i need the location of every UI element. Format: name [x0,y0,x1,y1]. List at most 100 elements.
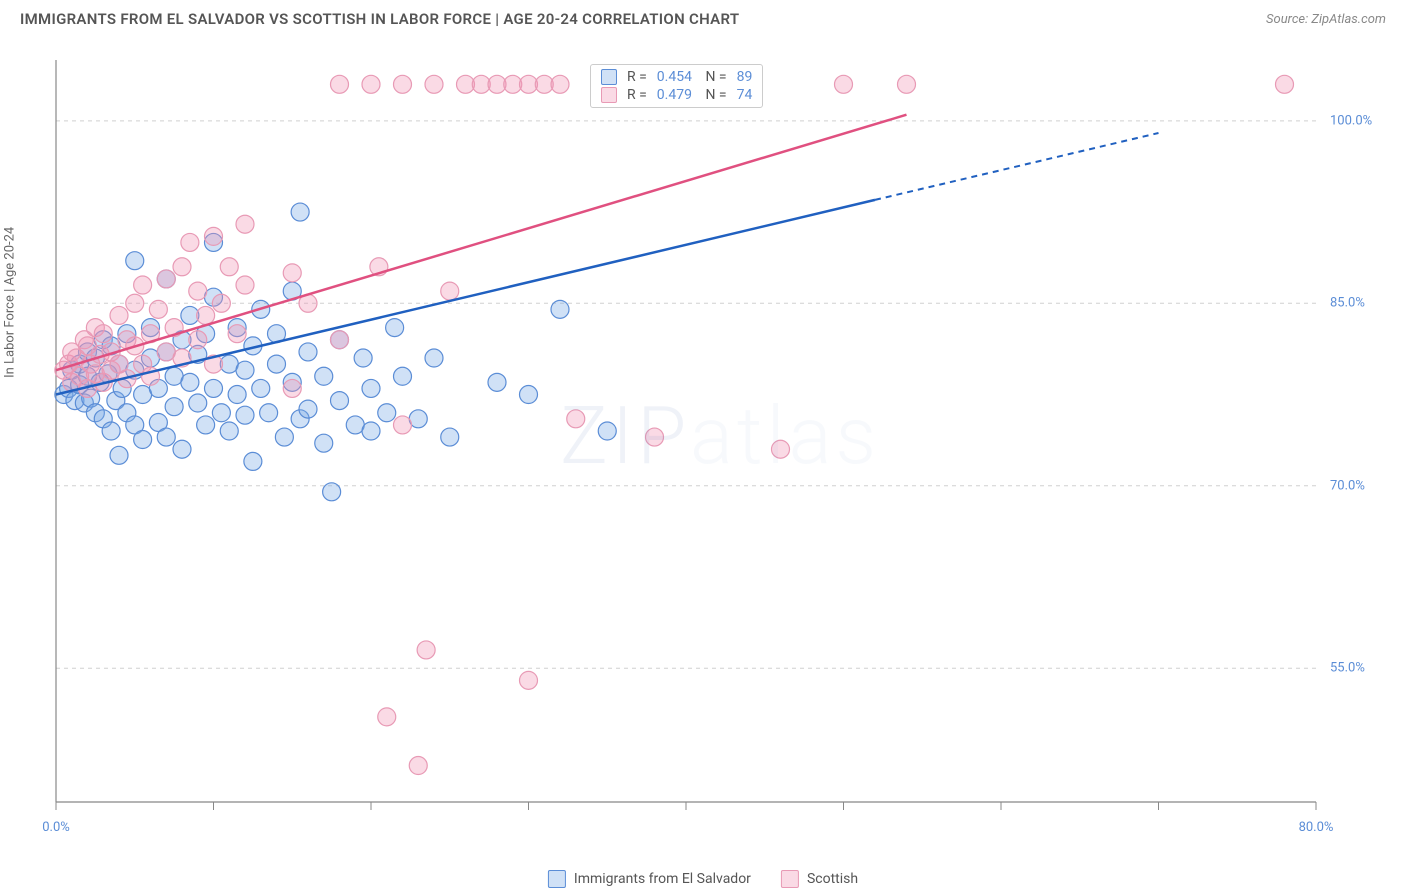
data-point [323,483,341,501]
data-point [275,428,293,446]
data-point [220,422,238,440]
data-point [165,398,183,416]
data-point [772,440,790,458]
data-point [315,367,333,385]
correlation-stats-box: R =0.454 N =89R =0.479 N =74 [590,64,763,108]
data-point [157,428,175,446]
data-point [102,422,120,440]
data-point [1276,75,1294,93]
y-tick-label: 55.0% [1330,661,1365,676]
data-point [488,373,506,391]
data-point [291,203,309,221]
data-point [394,367,412,385]
series-swatch [781,870,799,888]
data-point [299,343,317,361]
data-point [520,671,538,689]
data-point [236,406,254,424]
data-point [898,75,916,93]
stat-n-value: 74 [737,87,753,103]
data-point [212,404,230,422]
stats-row: R =0.454 N =89 [601,69,752,85]
data-point [212,294,230,312]
data-point [315,434,333,452]
data-point [197,416,215,434]
data-point [236,276,254,294]
chart-title: IMMIGRANTS FROM EL SALVADOR VS SCOTTISH … [20,10,739,28]
stat-label: R = [627,69,647,85]
data-point [205,379,223,397]
data-point [126,294,144,312]
data-point [409,757,427,775]
y-axis-label: In Labor Force | Age 20-24 [3,227,18,378]
stat-r-value: 0.479 [657,87,692,103]
data-point [189,394,207,412]
data-point [220,258,238,276]
legend-item: Scottish [781,870,858,888]
data-point [425,349,443,367]
data-point [331,392,349,410]
data-point [425,75,443,93]
series-swatch [601,87,617,103]
data-point [228,386,246,404]
data-point [567,410,585,428]
series-swatch [601,69,617,85]
data-point [520,386,538,404]
data-point [551,300,569,318]
trend-line-extrapolated [875,133,1159,200]
data-point [173,440,191,458]
data-point [268,355,286,373]
data-point [283,264,301,282]
data-point [354,349,372,367]
x-tick-label: 0.0% [42,820,70,835]
y-tick-label: 70.0% [1330,478,1365,493]
data-point [646,428,664,446]
data-point [110,306,128,324]
data-point [362,379,380,397]
series-swatch [548,870,566,888]
data-point [394,75,412,93]
data-point [362,422,380,440]
legend-label: Immigrants from El Salvador [574,871,751,887]
data-point [378,708,396,726]
legend-item: Immigrants from El Salvador [548,870,751,888]
x-tick-label: 80.0% [1299,820,1334,835]
data-point [260,404,278,422]
data-point [283,379,301,397]
chart-source: Source: ZipAtlas.com [1266,12,1386,27]
chart-area: ZIPatlas R =0.454 N =89R =0.479 N =74 55… [50,46,1390,826]
data-point [126,252,144,270]
data-point [181,373,199,391]
data-point [149,300,167,318]
data-point [205,227,223,245]
data-point [236,361,254,379]
data-point [228,325,246,343]
data-point [110,446,128,464]
y-tick-label: 85.0% [1330,296,1365,311]
data-point [236,215,254,233]
data-point [197,306,215,324]
scatter-plot [50,46,1390,826]
data-point [835,75,853,93]
data-point [441,428,459,446]
trend-line [56,200,875,395]
data-point [299,400,317,418]
stat-label: N = [702,87,727,103]
data-point [598,422,616,440]
data-point [173,258,191,276]
data-point [551,75,569,93]
data-point [94,325,112,343]
data-point [386,319,404,337]
stat-label: N = [702,69,727,85]
legend-label: Scottish [807,871,858,887]
data-point [252,379,270,397]
data-point [417,641,435,659]
data-point [181,233,199,251]
stat-n-value: 89 [737,69,753,85]
data-point [394,416,412,434]
data-point [331,331,349,349]
data-point [441,282,459,300]
data-point [244,452,262,470]
data-point [189,282,207,300]
data-point [134,276,152,294]
data-point [134,431,152,449]
